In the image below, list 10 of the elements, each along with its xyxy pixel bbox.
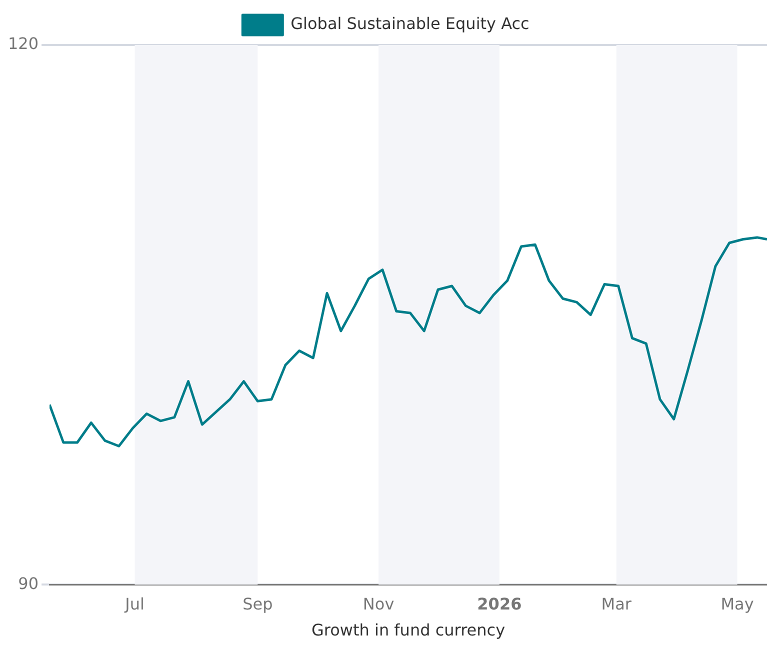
x-axis-title: Growth in fund currency xyxy=(311,620,506,640)
legend-label: Global Sustainable Equity Acc xyxy=(290,14,530,34)
x-tick-label: Jul xyxy=(124,594,144,614)
y-tick-label: 120 xyxy=(8,34,39,54)
y-tick-label: 90 xyxy=(18,574,39,593)
x-tick-label: May xyxy=(720,594,754,614)
x-tick-label: 2026 xyxy=(477,594,522,614)
x-tick-label: Nov xyxy=(362,594,394,614)
x-tick-label: Sep xyxy=(242,594,273,614)
x-tick-label: Mar xyxy=(601,594,632,614)
